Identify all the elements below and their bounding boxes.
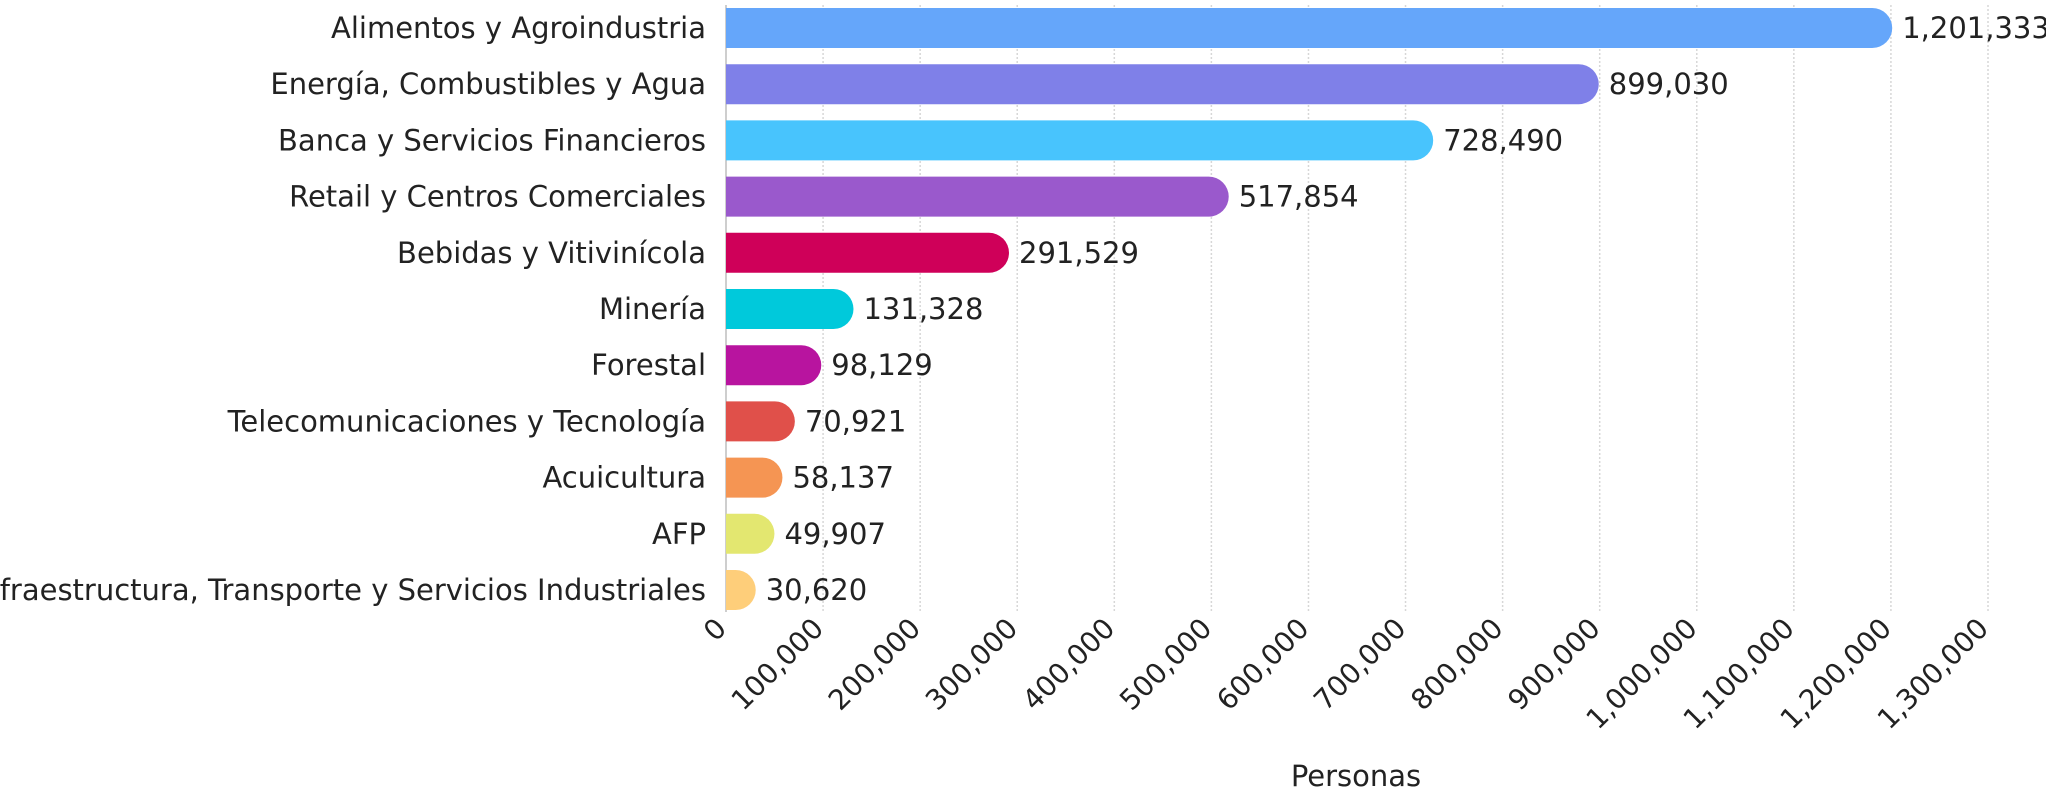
x-axis-tick-labels: 0100,000200,000300,000400,000500,000600,… xyxy=(697,612,1995,736)
x-tick-label: 600,000 xyxy=(1210,612,1315,717)
data-label: 131,328 xyxy=(863,292,983,326)
bar xyxy=(726,64,1599,105)
x-axis-title: Personas xyxy=(1291,759,1421,789)
category-label: Banca y Servicios Financieros xyxy=(278,123,706,157)
bar xyxy=(726,176,1229,217)
bar xyxy=(726,401,795,442)
bar xyxy=(726,232,1009,273)
category-label: Infraestructura, Transporte y Servicios … xyxy=(0,573,706,607)
category-label: Acuicultura xyxy=(542,461,706,495)
x-tick-label: 300,000 xyxy=(919,612,1024,717)
category-label: AFP xyxy=(652,517,706,551)
bars-layer xyxy=(726,8,1893,610)
category-label: Forestal xyxy=(591,348,706,382)
x-tick-label: 500,000 xyxy=(1113,612,1218,717)
category-label: Minería xyxy=(599,292,706,326)
data-label: 98,129 xyxy=(831,348,932,382)
bar xyxy=(726,120,1434,161)
data-label: 517,854 xyxy=(1239,180,1359,214)
x-tick-label: 800,000 xyxy=(1404,612,1509,717)
category-label: Bebidas y Vitivinícola xyxy=(397,236,706,270)
bar xyxy=(726,345,822,386)
bar xyxy=(726,570,756,610)
data-label: 58,137 xyxy=(792,461,893,495)
category-label: Alimentos y Agroindustria xyxy=(331,11,706,45)
data-label: 70,921 xyxy=(805,404,906,438)
bar xyxy=(726,289,854,329)
data-label: 291,529 xyxy=(1019,236,1139,270)
data-label: 1,201,333 xyxy=(1902,11,2046,45)
category-labels-layer: Alimentos y Agroindustria Energía, Combus… xyxy=(0,11,706,607)
category-label: Energía, Combustibles y Agua xyxy=(270,67,706,101)
bar xyxy=(726,8,1893,48)
x-tick-label: 100,000 xyxy=(725,612,830,717)
bar xyxy=(726,457,783,498)
x-tick-label: 400,000 xyxy=(1016,612,1121,717)
x-tick-label: 700,000 xyxy=(1307,612,1412,717)
x-tick-label: 200,000 xyxy=(822,612,927,717)
data-label: 899,030 xyxy=(1609,67,1729,101)
data-label: 49,907 xyxy=(784,517,885,551)
category-label: Telecomunicaciones y Tecnología xyxy=(227,404,706,438)
bar xyxy=(726,513,775,554)
category-label: Retail y Centros Comerciales xyxy=(289,180,706,214)
x-tick-label: 0 xyxy=(697,612,733,648)
grid-layer xyxy=(725,5,1989,612)
data-label: 30,620 xyxy=(766,573,867,607)
data-label: 728,490 xyxy=(1443,123,1563,157)
value-labels-layer: 1,201,333 899,030 728,490 517,854 291,529 131… xyxy=(766,11,2046,607)
